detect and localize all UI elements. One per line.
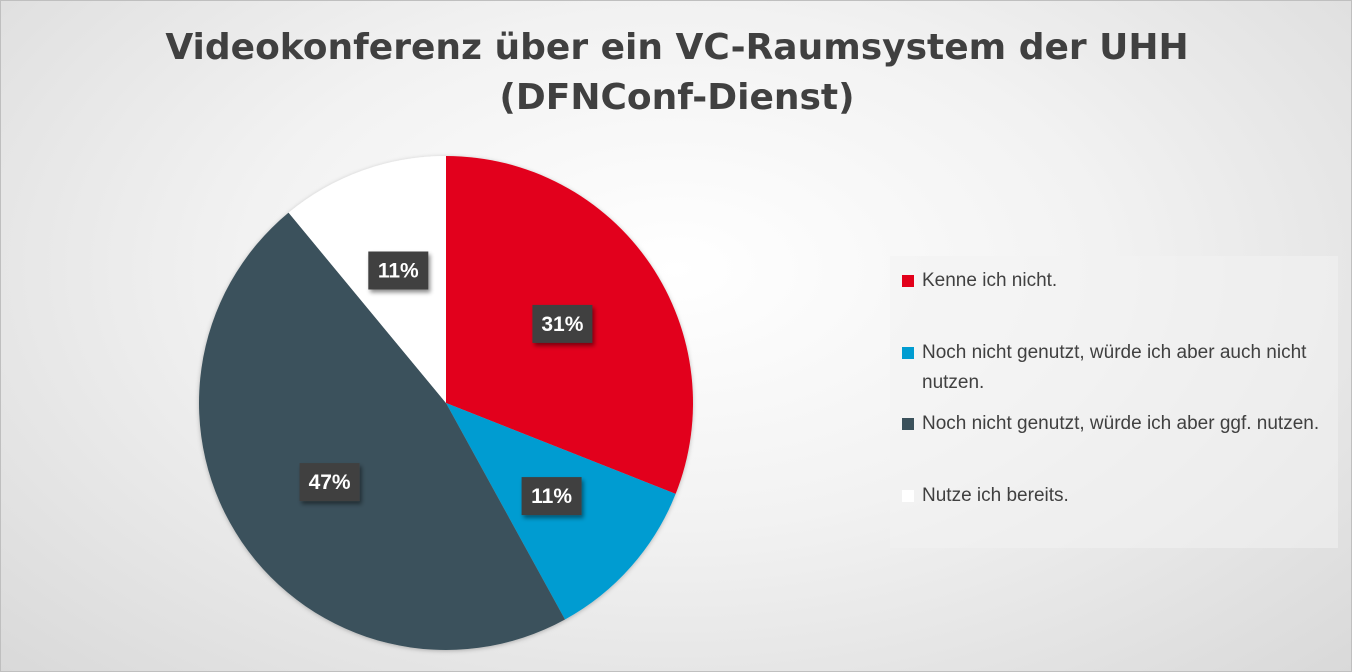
legend-label: Noch nicht genutzt, würde ich aber auch … — [922, 342, 1307, 393]
data-label-1: 31% — [532, 304, 593, 343]
legend-label: Noch nicht genutzt, würde ich aber ggf. … — [922, 413, 1320, 434]
chart-title-line-1: Videokonferenz über ein VC-Raumsystem de… — [165, 27, 1189, 68]
data-label-box — [368, 251, 429, 290]
data-label-text: 31% — [541, 313, 583, 336]
pie-slices — [198, 156, 693, 651]
chart-title-line-2: (DFNConf-Dienst) — [499, 77, 855, 118]
legend-item-nutze-ich-bereits: Nutze ich bereits. — [902, 481, 1332, 511]
chart-title: Videokonferenz über ein VC-Raumsystem de… — [1, 23, 1351, 123]
pie-data-labels: 31% 11% 47% 11% — [299, 251, 593, 516]
data-label-2: 11% — [521, 477, 582, 516]
data-label-text: 47% — [309, 471, 351, 494]
pie-slice-3 — [198, 212, 565, 651]
legend-label: Nutze ich bereits. — [922, 485, 1069, 506]
data-label-box — [521, 477, 582, 516]
data-label-text: 11% — [378, 260, 419, 283]
data-label-box — [532, 304, 593, 343]
pie-slice-4 — [288, 156, 446, 403]
legend: Kenne ich nicht. Noch nicht genutzt, wür… — [890, 256, 1338, 548]
legend-item-kenne-ich-nicht: Kenne ich nicht. — [902, 266, 1332, 296]
data-label-box — [299, 463, 360, 502]
legend-item-nicht-nutzen: Noch nicht genutzt, würde ich aber auch … — [902, 338, 1332, 398]
data-label-4: 11% — [368, 251, 429, 290]
data-label-3: 47% — [299, 463, 360, 502]
legend-label: Kenne ich nicht. — [922, 270, 1058, 291]
data-label-text: 11% — [531, 485, 572, 508]
legend-swatch-dark — [902, 418, 914, 430]
legend-swatch-red — [902, 275, 914, 287]
legend-swatch-blue — [902, 347, 914, 359]
legend-swatch-white — [902, 490, 914, 502]
legend-item-ggf-nutzen: Noch nicht genutzt, würde ich aber ggf. … — [902, 409, 1332, 439]
